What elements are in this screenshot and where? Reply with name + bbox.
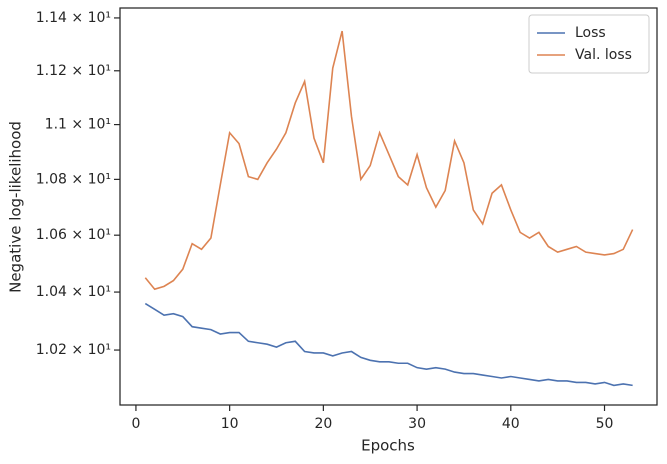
- x-tick-label: 0: [131, 416, 140, 432]
- line-series: [144, 30, 634, 291]
- y-tick-label: 1.14 × 10¹: [36, 10, 111, 26]
- y-tick-label: 1.12 × 10¹: [36, 63, 111, 79]
- legend-box: [528, 14, 650, 74]
- x-tick-label: 10: [221, 416, 239, 432]
- legend-label: Val. loss: [575, 47, 632, 63]
- y-tick-label: 1.02 × 10¹: [36, 342, 111, 358]
- y-axis-title: Negative log-likelihood: [7, 121, 25, 293]
- x-tick-label: 30: [408, 416, 426, 432]
- y-tick-label: 1.04 × 10¹: [36, 284, 111, 300]
- x-tick-label: 20: [314, 416, 332, 432]
- y-tick-label: 1.06 × 10¹: [36, 227, 111, 243]
- plot-frame: [119, 7, 658, 406]
- legend-label: Loss: [575, 25, 606, 41]
- x-tick-label: 40: [502, 416, 520, 432]
- line-series: [144, 302, 633, 387]
- x-axis-title: Epochs: [361, 437, 415, 455]
- x-tick-label: 50: [596, 416, 614, 432]
- y-tick-label: 1.1 × 10¹: [45, 117, 111, 133]
- y-tick-label: 1.08 × 10¹: [36, 171, 111, 187]
